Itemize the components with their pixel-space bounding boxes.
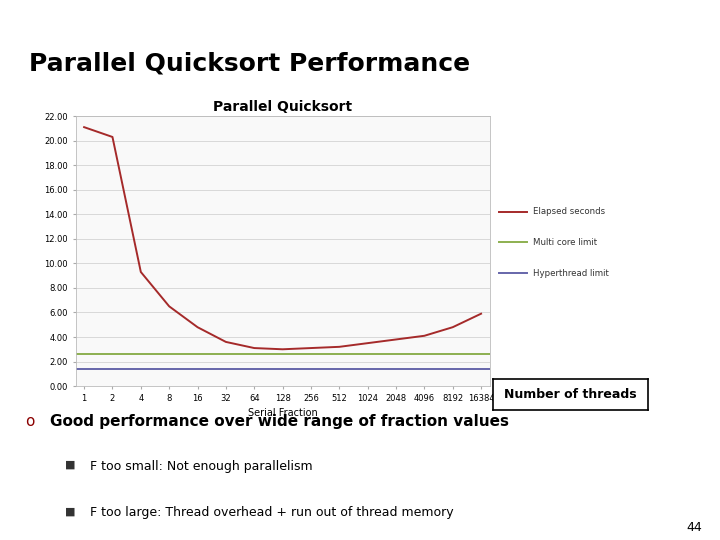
- Text: Carnegie Mellon: Carnegie Mellon: [616, 9, 709, 19]
- Text: Multi core limit: Multi core limit: [534, 238, 598, 247]
- Text: o: o: [25, 414, 35, 429]
- Text: Parallel Quicksort Performance: Parallel Quicksort Performance: [29, 51, 470, 76]
- Text: Hyperthread limit: Hyperthread limit: [534, 268, 609, 278]
- Text: 44: 44: [686, 521, 702, 534]
- Text: Good performance over wide range of fraction values: Good performance over wide range of frac…: [50, 414, 510, 429]
- Title: Parallel Quicksort: Parallel Quicksort: [213, 99, 352, 113]
- Text: ■: ■: [65, 460, 76, 470]
- Text: Number of threads: Number of threads: [504, 388, 637, 401]
- Text: ■: ■: [65, 506, 76, 516]
- X-axis label: Serial Fraction: Serial Fraction: [248, 408, 318, 418]
- Text: F too large: Thread overhead + run out of thread memory: F too large: Thread overhead + run out o…: [90, 506, 454, 519]
- Text: Elapsed seconds: Elapsed seconds: [534, 207, 606, 216]
- Text: F too small: Not enough parallelism: F too small: Not enough parallelism: [90, 460, 312, 473]
